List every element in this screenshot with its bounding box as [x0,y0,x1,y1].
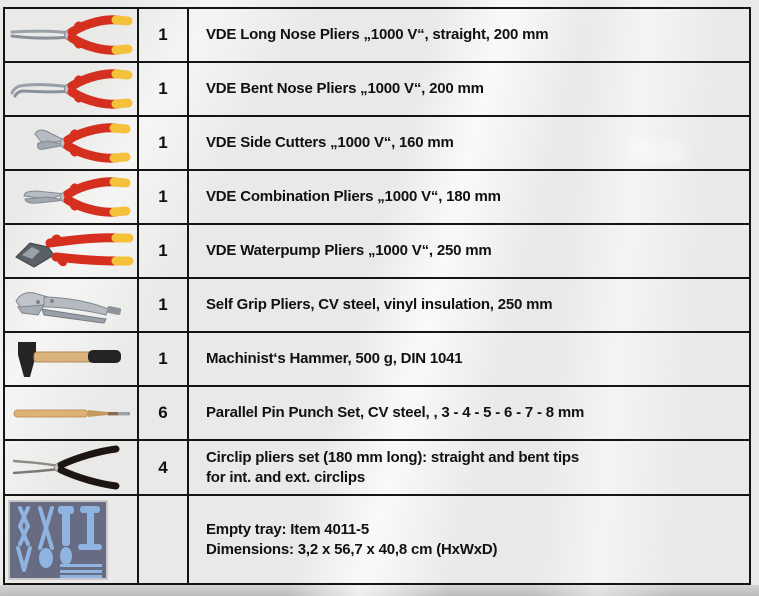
quantity-cell: 1 [139,225,189,277]
product-image-cell [5,117,139,169]
description-text: VDE Combination Pliers „1000 V“, 180 mm [206,188,501,205]
quantity-cell: 1 [139,171,189,223]
quantity-cell: 4 [139,441,189,494]
vde-waterpump-pliers-image [15,233,134,268]
description-cell: Machinist‘s Hammer, 500 g, DIN 1041 [189,333,749,385]
machinists-hammer-image [18,342,121,377]
vde-long-nose-pliers-image [10,15,133,55]
description-text: VDE Long Nose Pliers „1000 V“, straight,… [206,26,549,43]
description-cell: Parallel Pin Punch Set, CV steel, , 3 - … [189,387,749,439]
description-text: VDE Waterpump Pliers „1000 V“, 250 mm [206,242,492,259]
product-image-cell [5,333,139,385]
description-text: Empty tray: Item 4011-5 [206,520,369,538]
table-row: 1 Machinist‘s Hammer, 500 g, DIN 1041 [5,333,749,387]
parallel-pin-punch-image [13,409,130,418]
description-text: Dimensions: 3,2 x 56,7 x 40,8 cm (HxWxD) [206,540,498,558]
table-row: 1 VDE Long Nose Pliers „1000 V“, straigh… [5,9,749,63]
table-row: 1 VDE Combination Pliers „1000 V“, 180 m… [5,171,749,225]
quantity-value: 1 [158,187,168,206]
quantity-cell: 1 [139,333,189,385]
quantity-value: 1 [158,133,168,152]
description-text: for int. and ext. circlips [206,468,366,486]
table-shadow [0,585,759,596]
quantity-cell: 1 [139,117,189,169]
table-row: 1 VDE Bent Nose Pliers „1000 V“, 200 mm [5,63,749,117]
description-cell: VDE Combination Pliers „1000 V“, 180 mm [189,171,749,223]
product-image-cell [5,63,139,115]
product-image-cell [5,9,139,61]
product-image-cell [5,387,139,439]
quantity-cell: 1 [139,279,189,331]
vde-combination-pliers-image [23,177,131,217]
description-cell: Circlip pliers set (180 mm long): straig… [189,441,749,494]
description-cell: Empty tray: Item 4011-5 Dimensions: 3,2 … [189,496,749,583]
empty-tray-photo [8,499,108,580]
description-text: VDE Bent Nose Pliers „1000 V“, 200 mm [206,80,484,97]
product-image-cell [5,225,139,277]
tool-set-table: 1 VDE Long Nose Pliers „1000 V“, straigh… [3,7,751,585]
table-row: Empty tray: Item 4011-5 Dimensions: 3,2 … [5,496,749,583]
table-row: 4 Circlip pliers set (180 mm long): stra… [5,441,749,496]
quantity-cell: 6 [139,387,189,439]
quantity-value: 6 [158,403,168,422]
description-cell: VDE Bent Nose Pliers „1000 V“, 200 mm [189,63,749,115]
quantity-value: 1 [158,79,168,98]
self-grip-pliers-image [15,292,122,324]
product-image-cell [5,441,139,494]
table-row: 1 VDE Waterpump Pliers „1000 V“, 250 mm [5,225,749,279]
quantity-cell [139,496,189,583]
quantity-value: 1 [158,349,168,368]
quantity-cell: 1 [139,9,189,61]
table-row: 1 VDE Side Cutters „1000 V“, 160 mm [5,117,749,171]
description-text: Machinist‘s Hammer, 500 g, DIN 1041 [206,350,463,367]
quantity-value: 1 [158,295,168,314]
quantity-value: 1 [158,25,168,44]
description-cell: VDE Waterpump Pliers „1000 V“, 250 mm [189,225,749,277]
vde-side-cutters-image [34,123,131,163]
product-image-cell [5,171,139,223]
description-cell: Self Grip Pliers, CV steel, vinyl insula… [189,279,749,331]
quantity-cell: 1 [139,63,189,115]
vde-bent-nose-pliers-image [10,69,133,109]
quantity-value: 1 [158,241,168,260]
description-cell: VDE Long Nose Pliers „1000 V“, straight,… [189,9,749,61]
description-cell: VDE Side Cutters „1000 V“, 160 mm [189,117,749,169]
description-text: VDE Side Cutters „1000 V“, 160 mm [206,134,454,151]
table-row: 1 Self Grip Pliers, CV steel, vinyl insu… [5,279,749,333]
table-row: 6 Parallel Pin Punch Set, CV steel, , 3 … [5,387,749,441]
description-text: Parallel Pin Punch Set, CV steel, , 3 - … [206,404,585,421]
product-image-cell [5,496,139,583]
product-image-cell [5,279,139,331]
description-text: Circlip pliers set (180 mm long): straig… [206,448,580,466]
description-text: Self Grip Pliers, CV steel, vinyl insula… [206,296,553,313]
circlip-pliers-image [12,445,120,489]
quantity-value: 4 [158,457,168,477]
